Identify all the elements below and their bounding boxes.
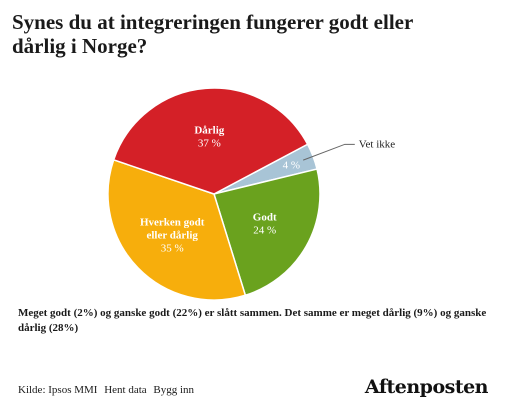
embed-link[interactable]: Bygg inn	[153, 384, 195, 396]
chart-title: Synes du at integreringen fungerer godt …	[12, 10, 414, 58]
slice-name-label: Vet ikke	[359, 138, 395, 150]
slice-label: Dårlig 37 %	[194, 124, 224, 149]
pie-slice-hverken-godt-eller-dårlig	[107, 158, 247, 301]
slice-label: Godt 24 %	[253, 211, 277, 236]
leader-line	[303, 143, 355, 161]
slice-value-label: 4 %	[283, 160, 300, 172]
source-text: Kilde: Ipsos MMI	[18, 384, 98, 396]
pie-slice-dårlig	[112, 87, 309, 195]
slice-label: Hverken godt eller dårlig 35 %	[140, 217, 205, 255]
download-data-link[interactable]: Hent data	[104, 384, 147, 396]
pie-slice-godt	[213, 168, 321, 297]
aftenposten-logo: Aftenposten	[364, 376, 489, 398]
chart-note: Meget godt (2%) og ganske godt (22%) er …	[18, 307, 487, 334]
chart-footer: Kilde: Ipsos MMI Hent data Bygg inn	[18, 384, 198, 396]
